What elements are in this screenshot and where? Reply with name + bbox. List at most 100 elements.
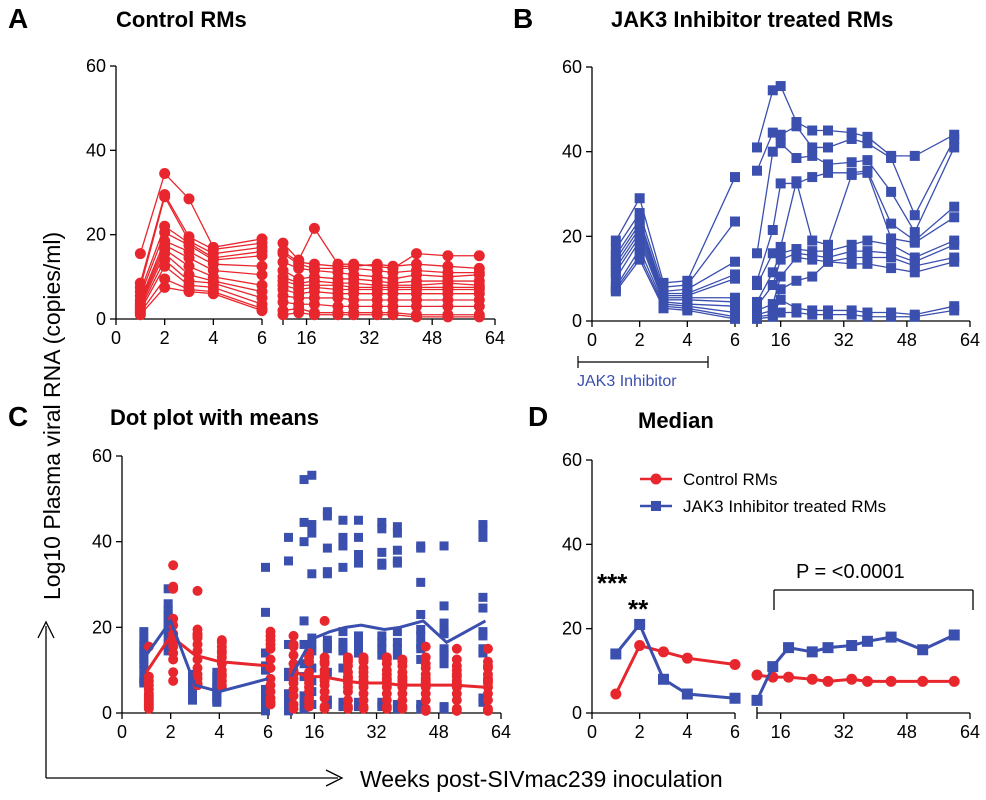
data-point (338, 562, 348, 572)
data-point (730, 216, 740, 227)
x-tick-label: 32 (359, 328, 379, 348)
data-point (307, 470, 317, 480)
data-point (775, 307, 786, 318)
data-point (299, 639, 309, 649)
data-point (909, 227, 920, 238)
data-point (862, 258, 873, 269)
data-point (308, 309, 320, 321)
data-point (377, 560, 387, 570)
data-point (168, 583, 179, 594)
x-tick-label: 4 (214, 722, 224, 742)
mean-line (145, 633, 269, 674)
data-point (775, 138, 786, 149)
y-tick-label: 0 (102, 703, 112, 723)
data-point (261, 706, 270, 716)
data-point (729, 692, 741, 704)
data-point (478, 697, 488, 707)
data-point (451, 695, 462, 706)
data-point (342, 686, 353, 697)
data-point (767, 146, 778, 157)
data-point (397, 703, 408, 714)
data-point (634, 244, 645, 255)
data-point (338, 646, 348, 656)
data-point (288, 703, 299, 714)
data-point (822, 642, 834, 654)
data-point (823, 167, 833, 178)
data-point (862, 167, 873, 178)
data-point (917, 675, 929, 687)
data-point (862, 246, 873, 257)
data-point (420, 641, 431, 652)
data-point (392, 558, 402, 568)
data-point (299, 537, 309, 547)
data-point (767, 248, 778, 259)
data-point (439, 541, 449, 551)
data-point (862, 311, 873, 322)
data-point (909, 210, 920, 221)
data-point (420, 705, 431, 716)
x-tick-label: 2 (166, 722, 176, 742)
data-point (482, 695, 493, 706)
data-point (212, 697, 222, 707)
data-point (473, 250, 485, 262)
data-point (416, 631, 426, 641)
data-point (299, 704, 309, 714)
series-line (282, 280, 480, 289)
data-point (416, 644, 426, 654)
data-point (730, 172, 740, 183)
data-point (807, 254, 818, 265)
data-point (377, 644, 387, 654)
data-point (342, 703, 353, 714)
y-tick-label: 40 (562, 534, 582, 554)
data-point (261, 562, 270, 572)
data-point (478, 532, 488, 542)
data-point (256, 250, 268, 262)
x-tick-label: 0 (111, 328, 121, 348)
data-point (159, 281, 171, 293)
data-point (168, 654, 179, 665)
significance-stars-week2: ** (628, 594, 649, 624)
data-point (307, 520, 317, 530)
series-line (282, 253, 480, 274)
data-point (634, 640, 646, 652)
data-point (806, 673, 818, 685)
x-tick-label: 16 (297, 328, 317, 348)
data-point (159, 260, 171, 272)
data-point (256, 305, 268, 317)
data-point (862, 155, 873, 166)
data-point (163, 646, 173, 656)
panel-title-a: Control RMs (116, 7, 247, 32)
data-point (949, 142, 960, 153)
x-tick-label: 16 (304, 722, 324, 742)
x-tick-label: 4 (208, 328, 218, 348)
data-point (846, 309, 857, 320)
data-point (319, 693, 330, 704)
median-line (756, 673, 955, 683)
data-point (949, 305, 960, 316)
data-point (322, 543, 332, 553)
data-point (284, 556, 293, 566)
data-point (775, 284, 786, 295)
data-point (299, 517, 309, 527)
data-point (730, 256, 740, 267)
panel-title-c: Dot plot with means (110, 405, 319, 430)
jak3-inhibitor-bracket (577, 356, 709, 368)
data-point (634, 208, 645, 219)
data-point (681, 688, 693, 700)
data-point (256, 269, 268, 281)
data-point (265, 643, 276, 654)
data-point (261, 665, 270, 675)
data-point (451, 705, 462, 716)
x-tick-label: 2 (160, 328, 170, 348)
data-point (183, 252, 195, 264)
data-point (681, 652, 693, 664)
data-point (307, 528, 317, 538)
data-point (807, 172, 818, 183)
data-point (767, 311, 778, 322)
data-point (791, 275, 802, 286)
data-point (807, 235, 818, 246)
data-point (775, 271, 786, 282)
data-point (299, 616, 309, 626)
data-point (338, 515, 348, 525)
data-point (442, 250, 454, 262)
